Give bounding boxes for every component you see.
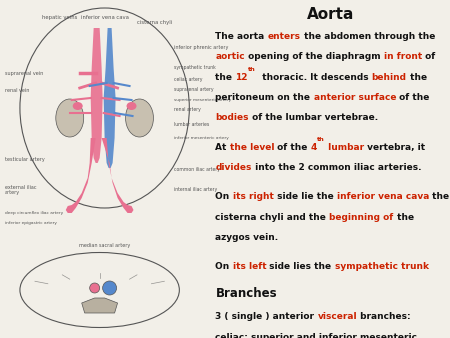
Text: Branches: Branches <box>216 287 277 300</box>
Text: common iliac artery: common iliac artery <box>175 168 220 172</box>
Text: vertebra, it: vertebra, it <box>364 143 425 152</box>
Text: On: On <box>216 192 233 201</box>
Text: sympathetic trunk: sympathetic trunk <box>335 262 429 271</box>
Text: divides: divides <box>216 163 252 172</box>
Text: its left: its left <box>233 262 266 271</box>
Circle shape <box>90 283 99 293</box>
Text: celiac; superior and inferior mesenteric.: celiac; superior and inferior mesenteric… <box>216 333 421 338</box>
Text: th: th <box>248 67 256 72</box>
Text: inferior vena cava: inferior vena cava <box>81 15 129 20</box>
Text: bodies: bodies <box>216 113 249 122</box>
Text: azygos vein.: azygos vein. <box>216 233 279 242</box>
Text: the: the <box>407 73 427 82</box>
Ellipse shape <box>56 99 84 137</box>
Text: the level: the level <box>230 143 274 152</box>
Text: side lies the: side lies the <box>266 262 335 271</box>
Polygon shape <box>66 138 96 213</box>
Text: cisterna chyli: cisterna chyli <box>137 20 172 25</box>
Text: The aorta: The aorta <box>216 32 268 41</box>
Text: the: the <box>429 192 449 201</box>
Text: visceral: visceral <box>318 313 357 321</box>
Circle shape <box>103 281 117 295</box>
Text: into the 2 common iliac arteries.: into the 2 common iliac arteries. <box>252 163 421 172</box>
Text: external iliac
artery: external iliac artery <box>5 185 36 195</box>
Text: suprarenal vein: suprarenal vein <box>5 71 43 75</box>
Text: On: On <box>216 262 233 271</box>
Text: beginning of: beginning of <box>329 213 394 222</box>
Text: At: At <box>216 143 230 152</box>
Text: deep circumflex iliac artery: deep circumflex iliac artery <box>5 211 63 215</box>
Text: in front: in front <box>384 52 422 62</box>
Text: superior mesenteric artery: superior mesenteric artery <box>175 98 231 102</box>
Text: 3 ( single ) anterior: 3 ( single ) anterior <box>216 313 318 321</box>
Text: peritoneum on the: peritoneum on the <box>216 93 314 102</box>
Text: inferior epigastric artery: inferior epigastric artery <box>5 221 57 225</box>
Text: testicular artery: testicular artery <box>5 158 45 163</box>
Text: suprarenal artery: suprarenal artery <box>175 88 214 93</box>
Text: of: of <box>422 52 435 62</box>
Text: hepatic veins: hepatic veins <box>42 15 77 20</box>
Polygon shape <box>104 28 116 168</box>
Text: inferior vena cava: inferior vena cava <box>337 192 429 201</box>
Text: lumbar arteries: lumbar arteries <box>175 122 210 127</box>
Text: aortic: aortic <box>216 52 245 62</box>
Polygon shape <box>102 138 134 213</box>
Text: sympathetic trunk: sympathetic trunk <box>175 66 216 71</box>
Text: renal artery: renal artery <box>175 107 201 113</box>
Text: lumbar: lumbar <box>325 143 364 152</box>
Text: its right: its right <box>233 192 274 201</box>
Text: of the lumbar vertebrae.: of the lumbar vertebrae. <box>249 113 378 122</box>
Text: 4: 4 <box>311 143 317 152</box>
Text: It descends: It descends <box>307 73 372 82</box>
Text: branches:: branches: <box>357 313 411 321</box>
Text: the: the <box>216 73 235 82</box>
Text: of the: of the <box>274 143 311 152</box>
Text: of the: of the <box>396 93 429 102</box>
Text: cisterna chyli and the: cisterna chyli and the <box>216 213 329 222</box>
Text: th: th <box>317 137 325 142</box>
Text: enters: enters <box>268 32 301 41</box>
Text: celiac artery: celiac artery <box>175 77 203 82</box>
Text: behind: behind <box>372 73 407 82</box>
Text: 12: 12 <box>235 73 248 82</box>
Text: inferior phrenic artery: inferior phrenic artery <box>175 46 229 50</box>
Text: thoracic.: thoracic. <box>256 73 307 82</box>
Text: the abdomen through the: the abdomen through the <box>301 32 435 41</box>
Text: the: the <box>394 213 414 222</box>
Text: opening of the diaphragm: opening of the diaphragm <box>245 52 384 62</box>
Text: inferior mesenteric artery: inferior mesenteric artery <box>175 136 229 140</box>
Ellipse shape <box>126 99 153 137</box>
Text: anterior surface: anterior surface <box>314 93 396 102</box>
Text: Aorta: Aorta <box>306 7 354 22</box>
Text: median sacral artery: median sacral artery <box>79 243 130 248</box>
Ellipse shape <box>73 102 83 110</box>
Text: side lie the: side lie the <box>274 192 337 201</box>
Polygon shape <box>82 298 117 313</box>
Text: renal vein: renal vein <box>5 88 29 93</box>
Ellipse shape <box>126 102 136 110</box>
Polygon shape <box>91 28 103 163</box>
Text: internal iliac artery: internal iliac artery <box>175 188 218 193</box>
